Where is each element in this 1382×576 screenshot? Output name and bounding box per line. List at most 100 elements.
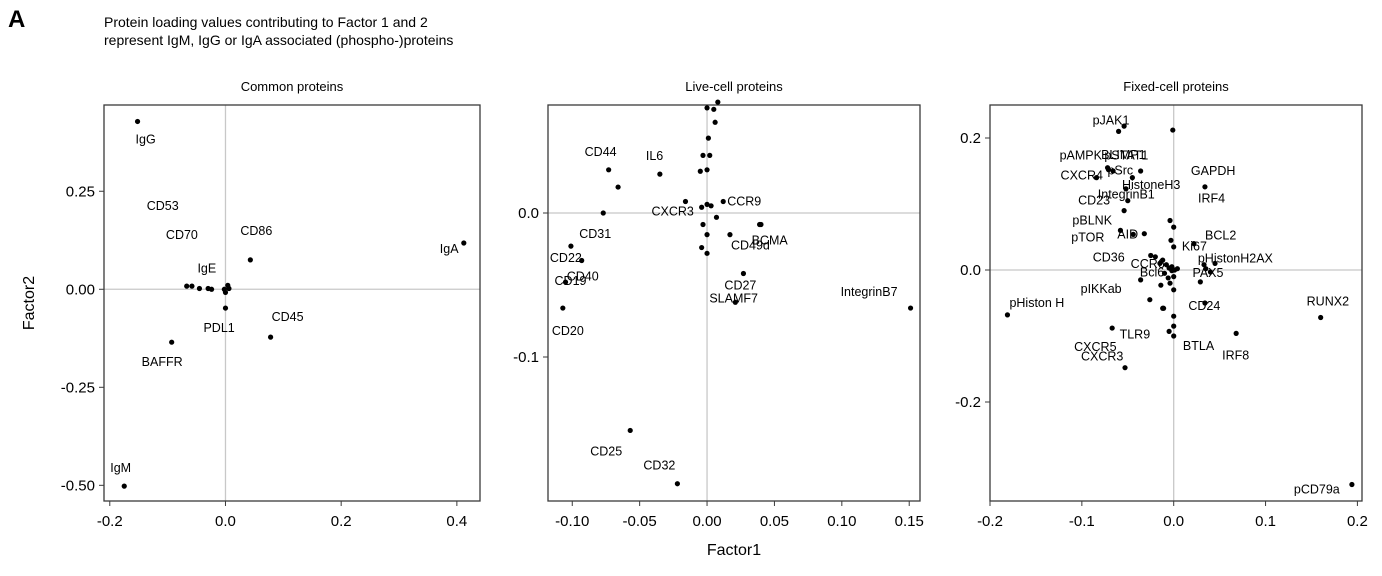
data-point: [1148, 252, 1154, 259]
data-point: [1197, 279, 1203, 285]
data-point: [1171, 333, 1177, 339]
data-point: [226, 285, 232, 292]
point-label: IRF8: [1222, 348, 1249, 362]
data-point: [758, 221, 764, 228]
data-point: [705, 135, 711, 141]
data-point: [707, 152, 713, 158]
y-tick-label: -0.50: [61, 477, 95, 494]
point-label: IgG: [136, 132, 156, 146]
data-point: [1161, 270, 1168, 276]
x-tick-label: -0.05: [623, 513, 657, 530]
data-point: [1171, 287, 1177, 293]
point-label: pBLNK: [1072, 213, 1112, 227]
data-point: [579, 257, 585, 264]
panel-2: Live-cell proteins -0.10 -0.05 0.00 0.05 0.10…: [513, 79, 924, 559]
data-point: [1121, 123, 1127, 129]
data-point: [189, 283, 195, 289]
point-label: CXCR3: [1081, 350, 1123, 364]
data-point: [1171, 323, 1177, 329]
plot-frame: [103, 104, 481, 502]
data-point: [1110, 168, 1116, 174]
data-point: [1121, 208, 1127, 214]
facet-title: Live-cell proteins: [685, 79, 783, 94]
point-label: CD19: [555, 274, 587, 288]
data-point: [1130, 231, 1136, 237]
point-label: Ki67: [1182, 240, 1207, 254]
y-tick-label: 0.25: [66, 183, 95, 200]
point-label: CD44: [585, 145, 617, 159]
data-point: [600, 210, 606, 216]
data-point: [1174, 266, 1180, 272]
x-tick-label: 0.10: [827, 513, 856, 530]
data-point: [704, 250, 710, 256]
data-point: [704, 201, 710, 207]
data-point: [700, 152, 706, 158]
point-label: RUNX2: [1307, 295, 1349, 309]
plot-frame: [989, 104, 1363, 502]
point-label: CD70: [166, 228, 198, 242]
data-point: [1207, 269, 1214, 275]
data-point: [700, 221, 706, 228]
point-label: CCR9: [727, 194, 761, 208]
y-tick-label: 0.0: [960, 262, 981, 279]
point-label: IRF4: [1198, 192, 1225, 206]
point-label: GAPDH: [1191, 164, 1235, 178]
data-point: [1171, 313, 1177, 319]
point-label: PDL1: [203, 321, 234, 335]
point-label: CD32: [643, 459, 675, 473]
y-tick-label: 0.00: [66, 281, 95, 298]
x-tick-label: 0.2: [1347, 513, 1368, 530]
data-point: [711, 106, 717, 112]
x-tick-label: -0.10: [555, 513, 589, 530]
data-point: [134, 118, 141, 125]
data-point: [713, 214, 720, 220]
data-point: [704, 232, 710, 238]
data-point: [1093, 175, 1100, 181]
x-tick-label: 0.00: [692, 513, 721, 530]
point-label: pHistonH2AX: [1198, 252, 1274, 266]
x-tick-label: 0.0: [1163, 513, 1184, 530]
point-label: CXCR5: [1074, 340, 1116, 354]
data-point: [1168, 237, 1174, 243]
data-point: [1171, 244, 1177, 250]
point-label: CXCR3: [651, 204, 693, 218]
data-point: [196, 285, 203, 292]
y-tick-label: -0.25: [61, 379, 95, 396]
point-label: CD53: [147, 199, 179, 213]
point-label: HistoneH3: [1122, 178, 1180, 192]
data-point: [732, 299, 738, 305]
figure-title-line-1: Protein loading values contributing to F…: [104, 14, 428, 30]
data-point: [1170, 127, 1176, 133]
data-point: [615, 184, 621, 190]
data-point: [708, 203, 714, 209]
data-point: [697, 168, 703, 174]
data-point: [208, 286, 215, 292]
x-tick-label: 0.15: [895, 513, 924, 530]
data-point: [1115, 128, 1122, 134]
point-label: PAX5: [1192, 266, 1223, 280]
data-point: [720, 198, 726, 205]
point-label: CD20: [552, 324, 584, 338]
data-point: [247, 257, 253, 263]
data-point: [1212, 260, 1218, 266]
y-tick-label: 0.2: [960, 130, 981, 147]
panel-label: A: [8, 6, 26, 33]
point-label: IgE: [197, 261, 216, 275]
data-point: [1167, 217, 1173, 224]
plot-frame: [547, 104, 921, 502]
point-label: pHiston H: [1009, 296, 1064, 310]
data-point: [1166, 328, 1172, 334]
data-point: [1171, 224, 1177, 230]
figure-title: Protein loading values contributing to F…: [104, 13, 453, 49]
data-point: [1203, 266, 1209, 272]
data-point: [562, 279, 569, 285]
data-point: [1122, 365, 1128, 371]
point-label: IntegrinB7: [841, 285, 898, 299]
data-point: [715, 99, 721, 105]
data-point: [1147, 297, 1153, 303]
data-point: [560, 305, 566, 311]
x-tick-label: 0.1: [1255, 513, 1276, 530]
facet-title: Common proteins: [241, 79, 344, 94]
data-point: [1152, 254, 1158, 260]
y-tick-label: -0.2: [955, 394, 981, 411]
